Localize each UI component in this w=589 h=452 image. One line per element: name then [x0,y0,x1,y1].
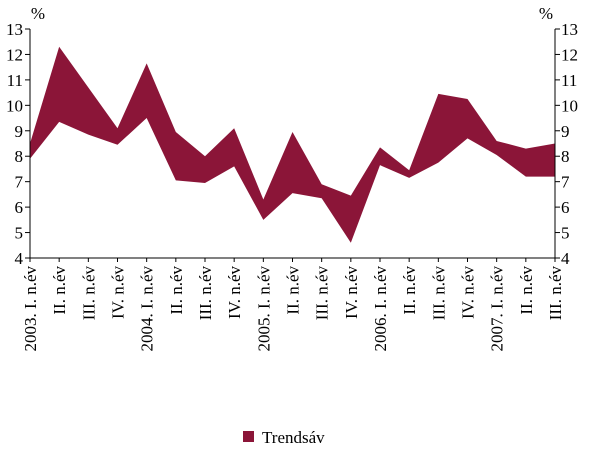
x-tick-label: III. n.év [313,266,332,321]
x-tick-label: II. n.év [284,266,303,315]
x-tick-label: III. n.év [196,266,215,321]
y-tick-label: 11 [7,71,23,90]
y2-tick-label: 11 [561,71,577,90]
y-tick-label: 5 [15,224,24,243]
x-tick-label: II. n.év [50,266,69,315]
y-tick-label: 13 [6,20,23,39]
x-tick-label: IV. n.év [225,266,244,320]
y-tick-label: 10 [6,96,23,115]
y2-axis-unit: % [539,4,553,23]
x-tick-label: II. n.év [517,266,536,315]
y2-tick-label: 5 [561,224,570,243]
x-tick-label: II. n.év [167,266,186,315]
y-tick-label: 6 [15,198,24,217]
y-tick-label: 4 [15,249,24,268]
x-tick-label: 2006. I. n.év [371,266,390,352]
legend-label: Trendsáv [262,428,325,447]
x-tick-label: 2003. I. n.év [21,266,40,352]
x-tick-label: III. n.év [546,266,565,321]
y2-tick-label: 13 [561,20,578,39]
legend-swatch [243,431,254,442]
y-axis-unit: % [31,4,45,23]
x-tick-label: 2005. I. n.év [254,266,273,352]
y-tick-label: 7 [15,173,24,192]
x-tick-label: IV. n.év [109,266,128,320]
y2-tick-label: 9 [561,122,570,141]
x-tick-label: III. n.év [79,266,98,321]
x-tick-label: IV. n.év [342,266,361,320]
y2-tick-label: 4 [561,249,570,268]
x-tick-label: III. n.év [429,266,448,321]
y2-tick-label: 10 [561,96,578,115]
y2-tick-label: 6 [561,198,570,217]
x-tick-label: 2004. I. n.év [138,266,157,352]
y-tick-label: 9 [15,122,24,141]
band-area [30,46,555,243]
x-tick-label: II. n.év [400,266,419,315]
x-tick-label: 2007. I. n.év [488,266,507,352]
y2-tick-label: 8 [561,147,570,166]
x-tick-label: IV. n.év [459,266,478,320]
y-tick-label: 8 [15,147,24,166]
y2-tick-label: 12 [561,45,578,64]
y2-tick-label: 7 [561,173,570,192]
y-tick-label: 12 [6,45,23,64]
